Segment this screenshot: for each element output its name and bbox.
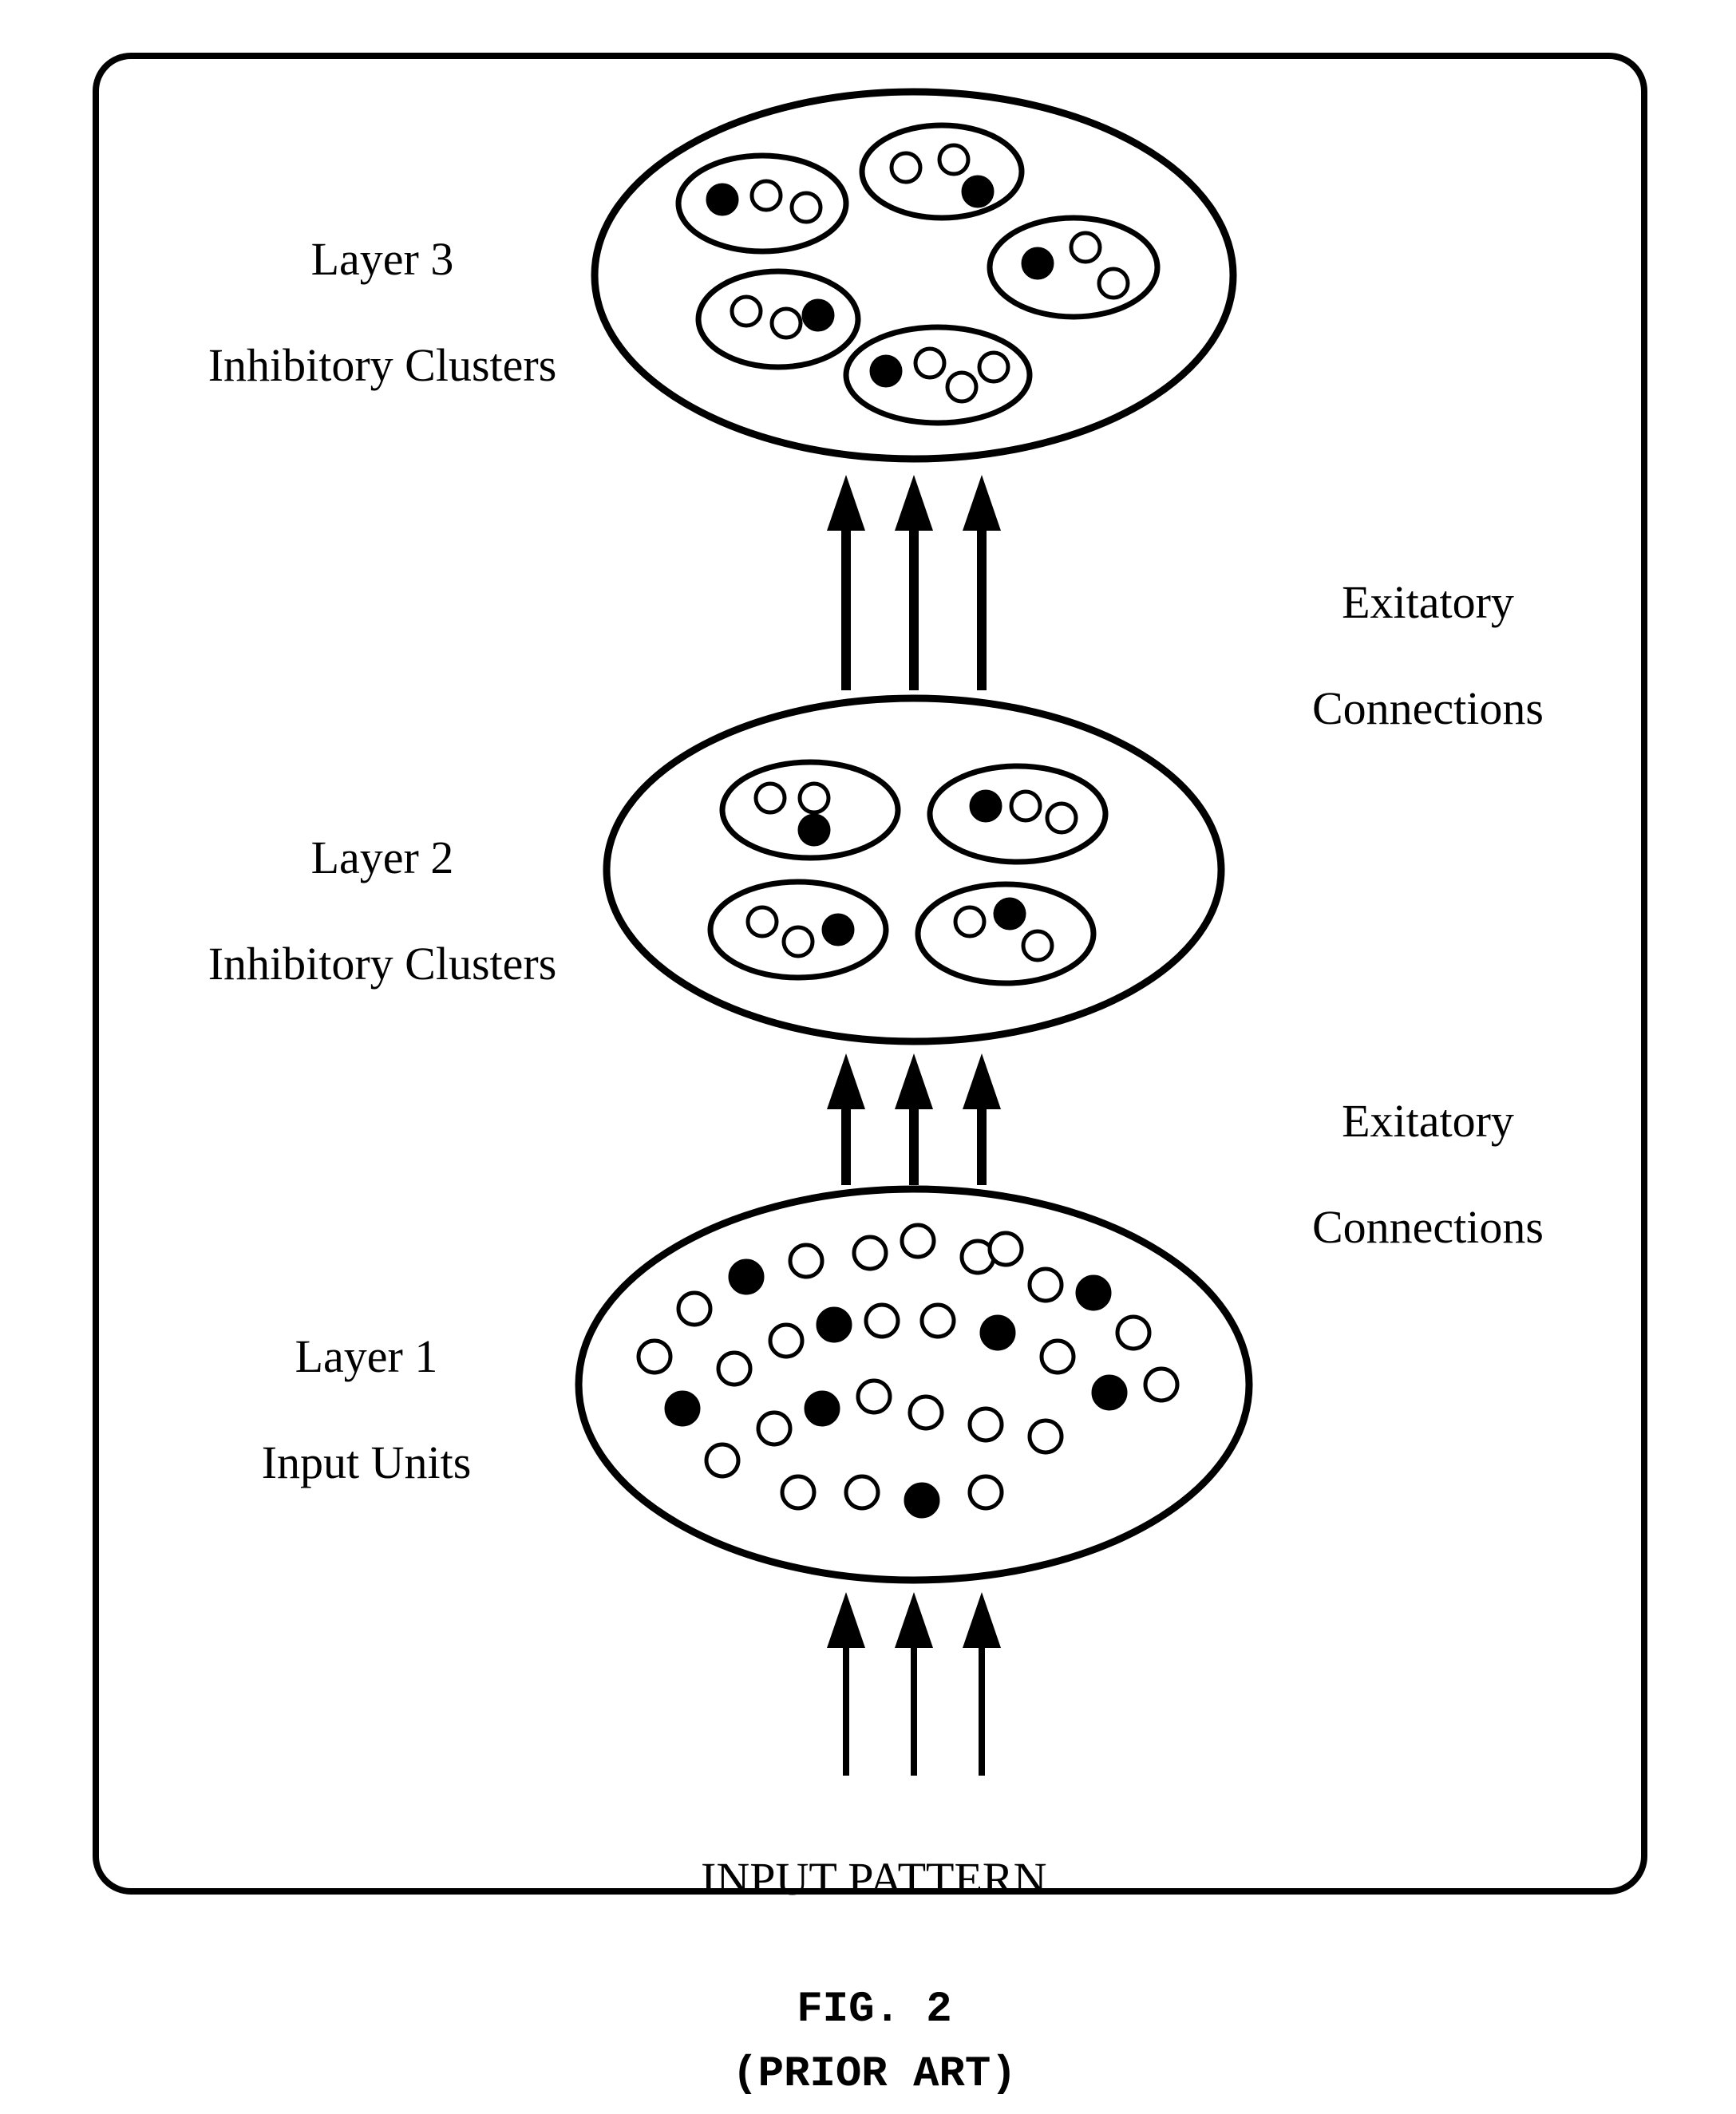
excitatory-label-1: Exitatory Connections <box>1245 523 1564 788</box>
figure-caption: FIG. 2 (PRIOR ART) <box>0 1971 1736 2114</box>
exc1-line1: Exitatory <box>1342 576 1514 628</box>
layer2-label-line2: Inhibitory Clusters <box>208 938 557 990</box>
input-pattern-label: INPUT PATTERN <box>654 1800 1046 1959</box>
layer3-label-line2: Inhibitory Clusters <box>208 339 557 391</box>
page: Layer 3 Inhibitory Clusters Layer 2 Inhi… <box>0 0 1736 2111</box>
exc2-line2: Connections <box>1312 1201 1544 1253</box>
layer2-label: Layer 2 Inhibitory Clusters <box>152 778 567 1044</box>
exc2-line1: Exitatory <box>1342 1095 1514 1147</box>
layer1-label-line2: Input Units <box>262 1436 472 1488</box>
layer1-label-line1: Layer 1 <box>295 1330 438 1382</box>
figure-caption-line1: FIG. 2 <box>797 1986 951 2034</box>
excitatory-label-2: Exitatory Connections <box>1245 1041 1564 1307</box>
figure-caption-line2: (PRIOR ART) <box>732 2050 1016 2099</box>
layer3-label: Layer 3 Inhibitory Clusters <box>152 180 567 445</box>
exc1-line2: Connections <box>1312 682 1544 734</box>
layer2-label-line1: Layer 2 <box>311 832 454 883</box>
input-pattern-text: INPUT PATTERN <box>701 1853 1046 1905</box>
layer1-label: Layer 1 Input Units <box>184 1277 503 1543</box>
layer3-label-line1: Layer 3 <box>311 233 454 285</box>
